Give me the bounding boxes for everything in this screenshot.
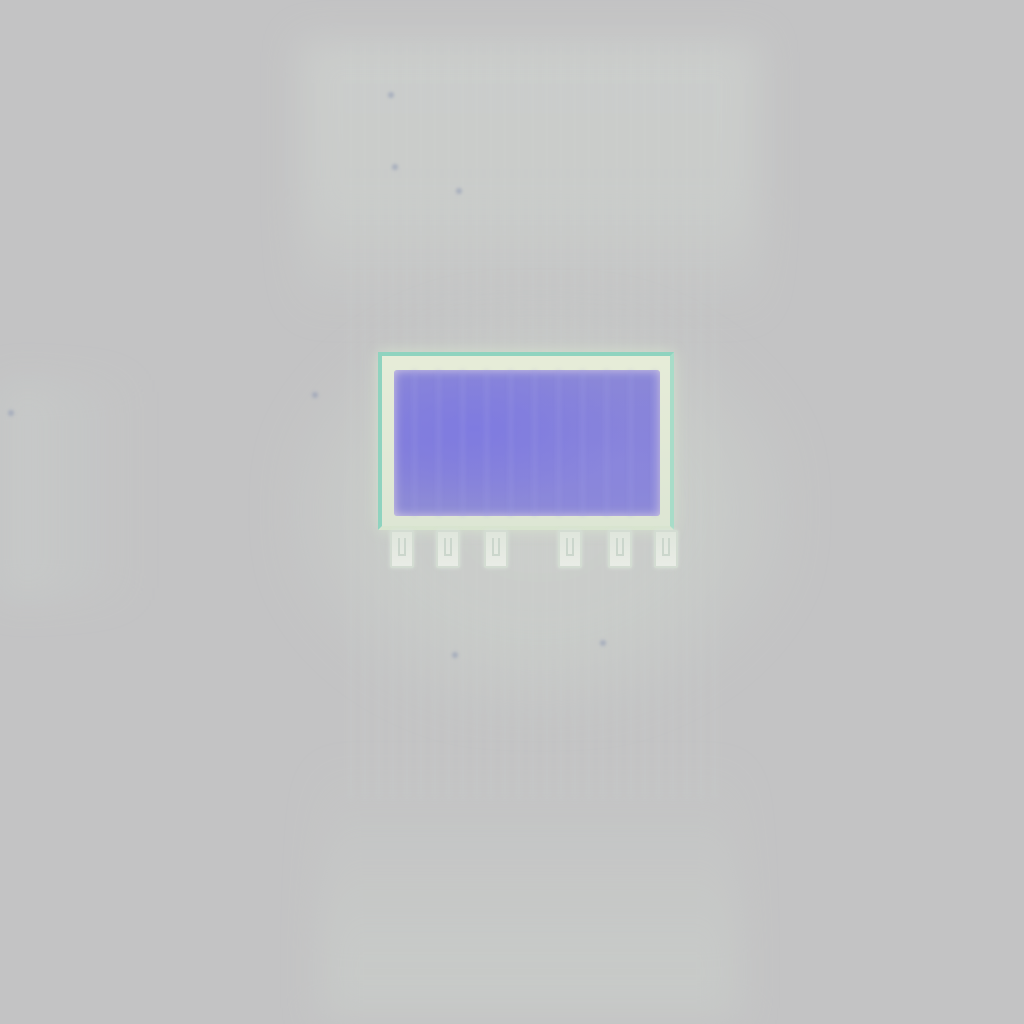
pin <box>654 530 678 568</box>
pin <box>558 530 582 568</box>
display-panel <box>394 370 660 516</box>
speck <box>312 392 318 398</box>
speck <box>452 652 458 658</box>
speck <box>600 640 606 646</box>
pin <box>484 530 508 568</box>
pin <box>390 530 414 568</box>
haze-left <box>0 380 140 600</box>
speck <box>8 410 14 416</box>
display-module <box>378 352 678 568</box>
pin <box>608 530 632 568</box>
pin <box>436 530 460 568</box>
speck <box>456 188 462 194</box>
speck <box>388 92 394 98</box>
speck <box>392 164 398 170</box>
